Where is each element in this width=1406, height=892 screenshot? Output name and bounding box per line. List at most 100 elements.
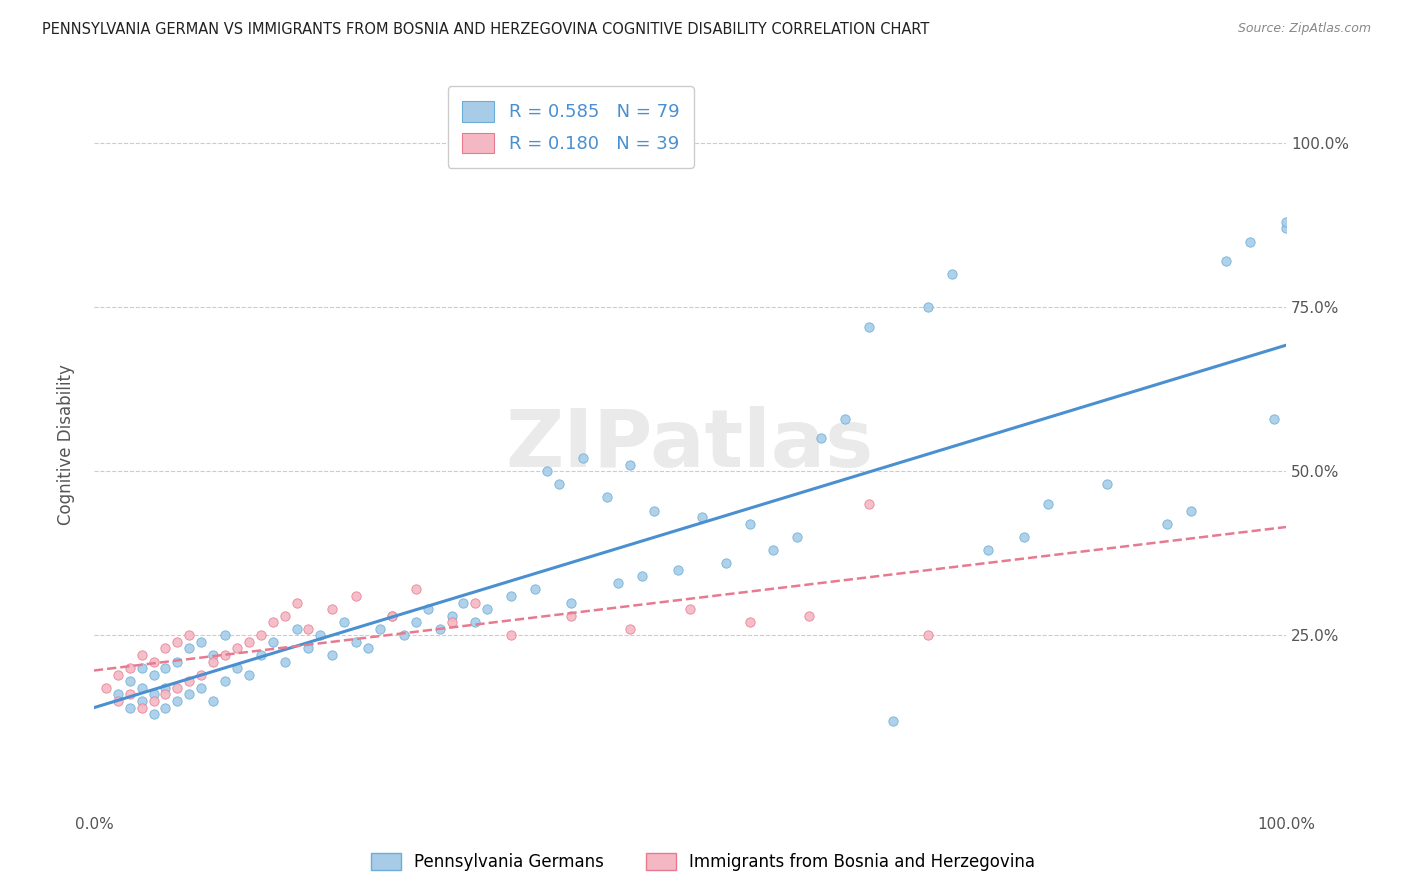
Point [107,667,129,681]
Point [118,700,141,714]
Point [1180,503,1202,517]
Point [321,602,343,616]
Point [202,694,225,708]
Point [179,687,201,701]
Point [155,641,177,656]
Point [285,595,308,609]
Point [858,319,880,334]
Point [571,451,593,466]
Point [560,608,582,623]
Point [1156,516,1178,531]
Point [631,569,654,583]
Point [810,432,832,446]
Point [202,655,225,669]
Point [834,411,856,425]
Point [440,615,463,630]
Point [1215,254,1237,268]
Point [107,694,129,708]
Point [321,648,343,662]
Point [131,648,153,662]
Point [666,563,689,577]
Point [131,694,153,708]
Point [202,648,225,662]
Point [416,602,439,616]
Point [381,608,404,623]
Point [142,667,165,681]
Point [405,615,427,630]
Point [344,635,367,649]
Point [1036,497,1059,511]
Point [155,661,177,675]
Point [273,608,295,623]
Point [238,667,260,681]
Point [118,661,141,675]
Legend: R = 0.585   N = 79, R = 0.180   N = 39: R = 0.585 N = 79, R = 0.180 N = 39 [447,87,695,168]
Point [477,602,499,616]
Point [619,458,641,472]
Point [523,582,546,597]
Point [179,641,201,656]
Point [368,622,391,636]
Point [155,700,177,714]
Point [190,635,212,649]
Point [142,707,165,722]
Point [179,674,201,689]
Point [1239,235,1261,249]
Point [595,491,617,505]
Point [262,615,284,630]
Point [166,635,188,649]
Point [214,648,236,662]
Point [453,595,475,609]
Point [547,477,569,491]
Point [607,575,630,590]
Point [155,687,177,701]
Point [738,516,761,531]
Text: ZIPatlas: ZIPatlas [506,406,875,484]
Point [440,608,463,623]
Text: Source: ZipAtlas.com: Source: ZipAtlas.com [1237,22,1371,36]
Point [226,641,249,656]
Point [501,589,523,603]
Point [297,622,319,636]
Point [166,681,188,695]
Point [643,503,665,517]
Point [882,714,904,728]
Point [297,641,319,656]
Point [250,628,273,642]
Point [357,641,380,656]
Point [190,681,212,695]
Point [536,464,558,478]
Point [238,635,260,649]
Point [142,694,165,708]
Point [214,628,236,642]
Point [917,628,939,642]
Point [917,300,939,314]
Point [1095,477,1118,491]
Point [131,700,153,714]
Point [1275,221,1298,235]
Y-axis label: Cognitive Disability: Cognitive Disability [58,365,75,525]
Point [1275,215,1298,229]
Point [190,667,212,681]
Point [501,628,523,642]
Point [344,589,367,603]
Point [262,635,284,649]
Point [797,608,820,623]
Point [738,615,761,630]
Point [131,681,153,695]
Point [107,687,129,701]
Point [94,681,117,695]
Point [226,661,249,675]
Point [179,628,201,642]
Point [1263,411,1285,425]
Point [786,530,808,544]
Point [381,608,404,623]
Point [142,655,165,669]
Legend: Pennsylvania Germans, Immigrants from Bosnia and Herzegovina: Pennsylvania Germans, Immigrants from Bo… [363,845,1043,880]
Point [214,674,236,689]
Point [977,543,1000,558]
Point [333,615,356,630]
Point [405,582,427,597]
Point [1012,530,1035,544]
Point [309,628,332,642]
